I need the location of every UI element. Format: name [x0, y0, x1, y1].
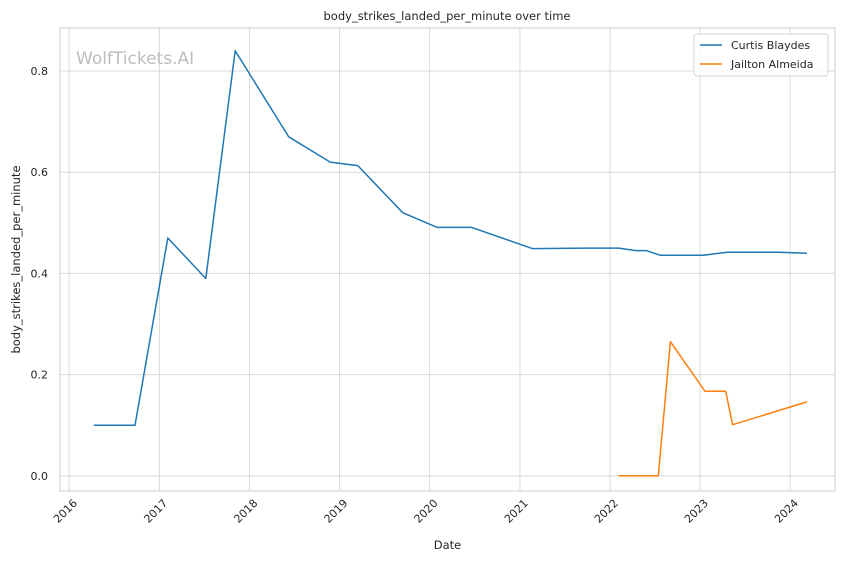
data-point: [669, 341, 671, 343]
data-point: [645, 249, 647, 251]
series-line-2: [618, 340, 808, 477]
data-point: [288, 136, 290, 138]
x-tick-label: 2017: [141, 497, 170, 526]
data-point: [731, 424, 733, 426]
data-point: [234, 50, 236, 52]
data-point: [635, 249, 637, 251]
y-tick-label: 0.8: [31, 65, 49, 78]
x-tick-label: 2020: [412, 497, 441, 526]
legend-label: Curtis Blaydes: [731, 39, 810, 52]
data-point: [585, 247, 587, 249]
data-point: [167, 237, 169, 239]
data-point: [436, 226, 438, 228]
x-tick-label: 2022: [592, 497, 621, 526]
x-tick-label: 2024: [772, 497, 801, 526]
series-line-1: [93, 50, 807, 426]
watermark: WolfTickets.AI: [76, 49, 194, 69]
data-point: [806, 252, 808, 254]
y-tick-label: 0.6: [31, 166, 49, 179]
data-point: [778, 251, 780, 253]
legend-label: Jailton Almeida: [730, 58, 813, 71]
data-point: [471, 226, 473, 228]
data-point: [617, 247, 619, 249]
data-point: [402, 211, 404, 213]
legend-box: [693, 33, 829, 77]
x-tick-label: 2023: [682, 497, 711, 526]
data-point: [659, 254, 661, 256]
x-tick-label: 2016: [51, 497, 80, 526]
y-axis-label: body_strikes_landed_per_minute: [9, 165, 23, 353]
data-point: [357, 164, 359, 166]
data-point: [531, 247, 533, 249]
y-tick-label: 0.2: [31, 369, 49, 382]
data-point: [704, 390, 706, 392]
data-point: [702, 254, 704, 256]
data-point: [806, 401, 808, 403]
series-layer: [93, 50, 808, 477]
plot-frame: [59, 27, 836, 492]
legend: Curtis Blaydes Jailton Almeida: [693, 33, 829, 77]
x-tick-label: 2021: [502, 497, 531, 526]
tick-labels: 2016 2017 2018 2019 2020 2021 2022 2023 2024 0.0 0…: [31, 65, 802, 526]
x-axis-label: Date: [434, 538, 462, 552]
grid: [60, 28, 835, 491]
data-point: [93, 424, 95, 426]
data-point: [617, 475, 619, 477]
x-tick-label: 2018: [231, 497, 260, 526]
data-point: [205, 277, 207, 279]
data-point: [726, 251, 728, 253]
chart-title: body_strikes_landed_per_minute over time: [324, 9, 571, 23]
y-tick-label: 0.0: [31, 470, 49, 483]
data-point: [329, 161, 331, 163]
data-point: [134, 424, 136, 426]
data-point: [657, 475, 659, 477]
x-tick-label: 2019: [322, 497, 351, 526]
data-point: [724, 390, 726, 392]
y-tick-label: 0.4: [31, 267, 49, 280]
